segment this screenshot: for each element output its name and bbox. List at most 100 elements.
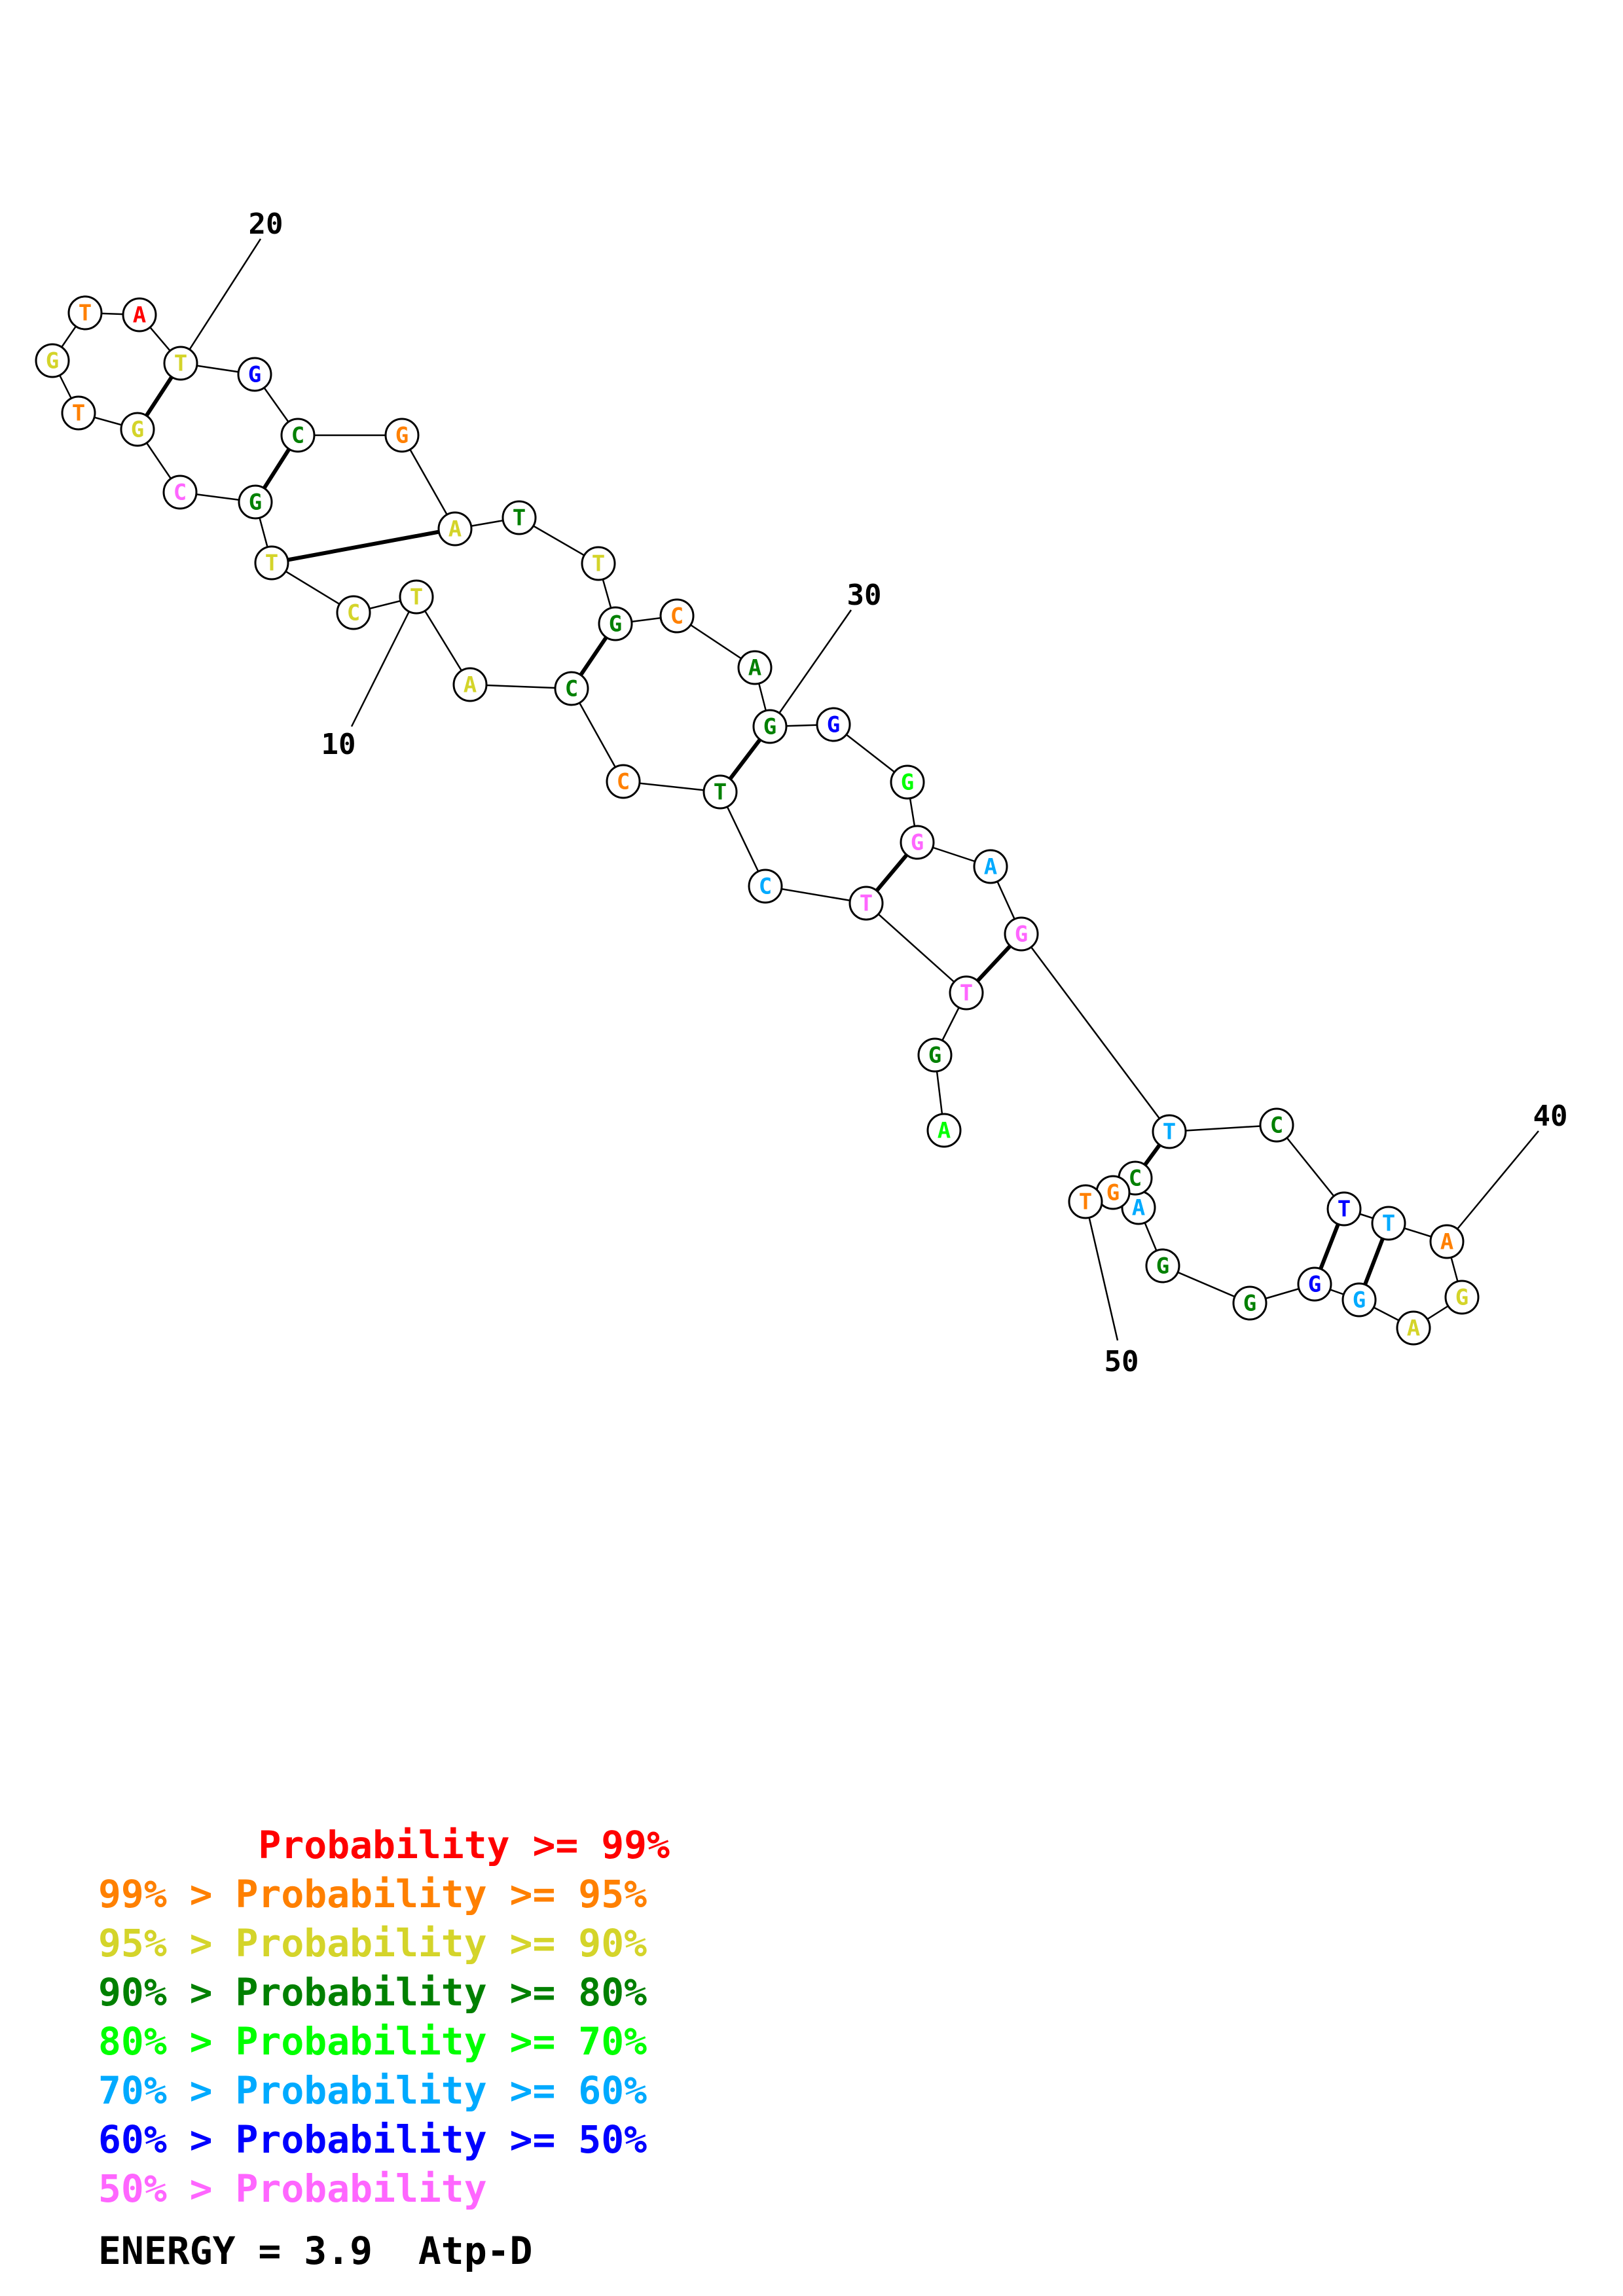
nucleotide-circle [752, 709, 788, 744]
position-tick [1084, 1201, 1119, 1341]
nucleotide-base: T [513, 505, 526, 531]
nucleotide-circle [1145, 1248, 1180, 1283]
nucleotide: T [399, 579, 434, 615]
position-tick [1446, 1130, 1539, 1242]
nucleotide: G [384, 418, 420, 453]
nucleotide-circle [917, 1037, 953, 1073]
nucleotide-circle [848, 886, 884, 921]
nucleotide-base: C [759, 874, 772, 900]
legend-entry: 99% > Probability >= 95% [98, 1872, 647, 1916]
nucleotide-base: G [249, 490, 262, 516]
nucleotide-base: G [827, 712, 840, 738]
nucleotide-circle [67, 295, 103, 331]
nucleotide-base: C [565, 676, 578, 702]
nucleotide: G [120, 412, 155, 447]
nucleotide: A [1396, 1310, 1431, 1346]
nucleotide-base: A [984, 854, 997, 880]
legend-entry: 80% > Probability >= 70% [98, 2019, 647, 2064]
nucleotide: A [1429, 1224, 1465, 1259]
nucleotide-base: A [448, 516, 462, 543]
nucleotide-circle [1259, 1107, 1294, 1143]
nucleotide-base: C [1270, 1113, 1283, 1139]
nucleotide-circle [816, 707, 851, 742]
position-label: 40 [1533, 1100, 1568, 1133]
nucleotide-circle [35, 343, 70, 378]
nucleotide: G [598, 606, 633, 641]
nucleotide: G [1444, 1280, 1480, 1315]
nucleotide-base: T [72, 401, 85, 427]
nucleotide-circle [280, 418, 316, 453]
nucleotide-circle [973, 849, 1008, 884]
nucleotide: G [1341, 1282, 1377, 1318]
nucleotide: T [1068, 1184, 1103, 1219]
nucleotide-base: G [901, 770, 914, 796]
position-tick [179, 238, 262, 364]
nucleotide-base: A [1440, 1229, 1453, 1255]
legend-entry: 50% > Probability [98, 2166, 487, 2211]
nucleotide-base: G [395, 423, 409, 449]
nucleotide-base: T [1163, 1119, 1176, 1145]
nucleotide-circle [120, 412, 155, 447]
nucleotide-base: C [347, 600, 360, 626]
nucleotide: T [1371, 1206, 1406, 1241]
nucleotide-circle [122, 297, 157, 332]
nucleotide-base: A [133, 302, 146, 329]
nucleotide: A [973, 849, 1008, 884]
nucleotide-circle [384, 418, 420, 453]
backbone-segment [866, 903, 967, 994]
backbone-segment [570, 688, 625, 782]
nucleotide: T [848, 886, 884, 921]
nucleotide-base: G [1015, 922, 1028, 948]
position-label: 20 [249, 207, 283, 241]
nucleotide-base: A [464, 672, 477, 698]
nucleotide-circle [554, 671, 589, 706]
nucleotide: A [122, 297, 157, 332]
backbone-segment [1020, 933, 1171, 1132]
legend-entry: 60% > Probability >= 50% [98, 2117, 647, 2162]
nucleotide-base: C [617, 769, 630, 795]
nucleotide-circle [702, 774, 738, 810]
nucleotide-circle [452, 667, 488, 702]
nucleotide-circle [659, 598, 695, 634]
nucleotide-circle [748, 869, 783, 904]
nucleotide-circle [237, 357, 272, 392]
nucleotide: G [1004, 916, 1039, 952]
nucleotide-base: G [928, 1043, 941, 1069]
nucleotide: C [748, 869, 783, 904]
nucleotide-circle [238, 484, 273, 520]
nucleotide-base: T [1382, 1211, 1395, 1237]
nucleotide: T [702, 774, 738, 810]
nucleotide: A [737, 650, 773, 685]
nucleotide-circle [1152, 1114, 1187, 1149]
nucleotide-base: G [763, 714, 776, 740]
nucleotide-base: T [860, 891, 873, 917]
position-tick [769, 609, 852, 727]
backbone-segment [1276, 1124, 1345, 1210]
nucleotide-base: G [248, 362, 261, 388]
nucleotide: G [238, 484, 273, 520]
nucleotide: C [162, 475, 198, 510]
nucleotide-circle [1232, 1285, 1267, 1321]
nucleotide: C [606, 764, 641, 799]
nucleotide-base: T [174, 351, 187, 377]
nucleotide: T [949, 975, 984, 1011]
position-label: 50 [1104, 1345, 1139, 1378]
position-label: 30 [847, 579, 882, 612]
nucleotide: C [1259, 1107, 1294, 1143]
nucleotide-base: T [1079, 1189, 1092, 1215]
nucleotide: A [1121, 1190, 1156, 1225]
nucleotide-base: C [1129, 1166, 1142, 1192]
nucleotide-circle [1429, 1224, 1465, 1259]
nucleotide-base: C [291, 423, 304, 449]
nucleotide: G [1145, 1248, 1180, 1283]
nucleotide-base: G [131, 417, 144, 443]
nucleotide: C [280, 418, 316, 453]
position-tick [350, 596, 418, 727]
nucleotide-circle [926, 1113, 962, 1148]
nucleotide: G [1297, 1266, 1332, 1302]
nucleotide-base: G [46, 348, 59, 374]
nucleotide-base: G [1308, 1272, 1321, 1298]
nucleotide: C [554, 671, 589, 706]
position-tick-layer: 10 20 30 40 50 [179, 207, 1568, 1378]
backbone-segment [401, 435, 456, 529]
